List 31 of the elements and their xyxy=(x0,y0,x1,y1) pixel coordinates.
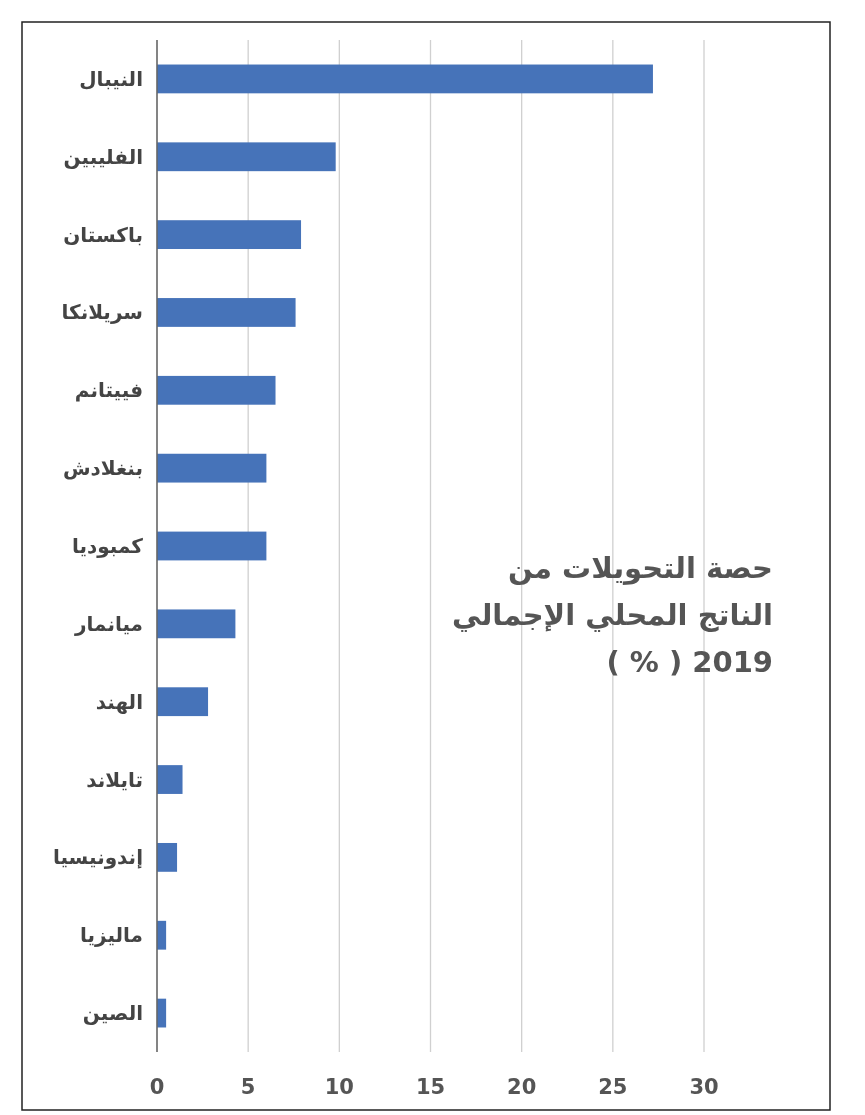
y-tick-label: سريلانكا xyxy=(61,300,143,325)
bar xyxy=(157,375,276,405)
x-tick-label: 20 xyxy=(507,1075,537,1099)
x-tick-label: 25 xyxy=(598,1075,628,1099)
bar xyxy=(157,687,209,717)
bar xyxy=(157,453,267,483)
x-tick-label: 5 xyxy=(240,1075,256,1099)
y-tick-label: ميانمار xyxy=(74,611,143,636)
y-tick-label: ماليزيا xyxy=(79,923,143,948)
y-tick-label: الهند xyxy=(95,689,143,714)
y-tick-label: النيبال xyxy=(79,66,143,91)
bar xyxy=(157,531,267,561)
bar xyxy=(157,298,296,327)
bar xyxy=(157,142,336,172)
bar xyxy=(157,64,653,94)
x-tick-label: 0 xyxy=(149,1075,165,1099)
x-tick-label: 15 xyxy=(415,1075,446,1099)
y-tick-label: بنغلادش xyxy=(62,456,143,481)
bar xyxy=(157,842,178,872)
y-tick-label: باكستان xyxy=(63,222,143,247)
bar xyxy=(157,609,236,639)
y-tick-label: كمبوديا xyxy=(71,534,144,558)
y-tick-label: الفليبين xyxy=(63,144,143,169)
y-tick-label: تايلاند xyxy=(86,767,143,792)
bar xyxy=(157,220,302,250)
x-tick-label: 10 xyxy=(324,1075,354,1099)
y-tick-label: فييتانم xyxy=(74,378,143,403)
x-tick-label: 30 xyxy=(689,1075,719,1099)
y-tick-label: الصين xyxy=(82,1001,143,1026)
bar xyxy=(157,765,183,794)
y-tick-label: إندونيسيا xyxy=(52,845,143,870)
